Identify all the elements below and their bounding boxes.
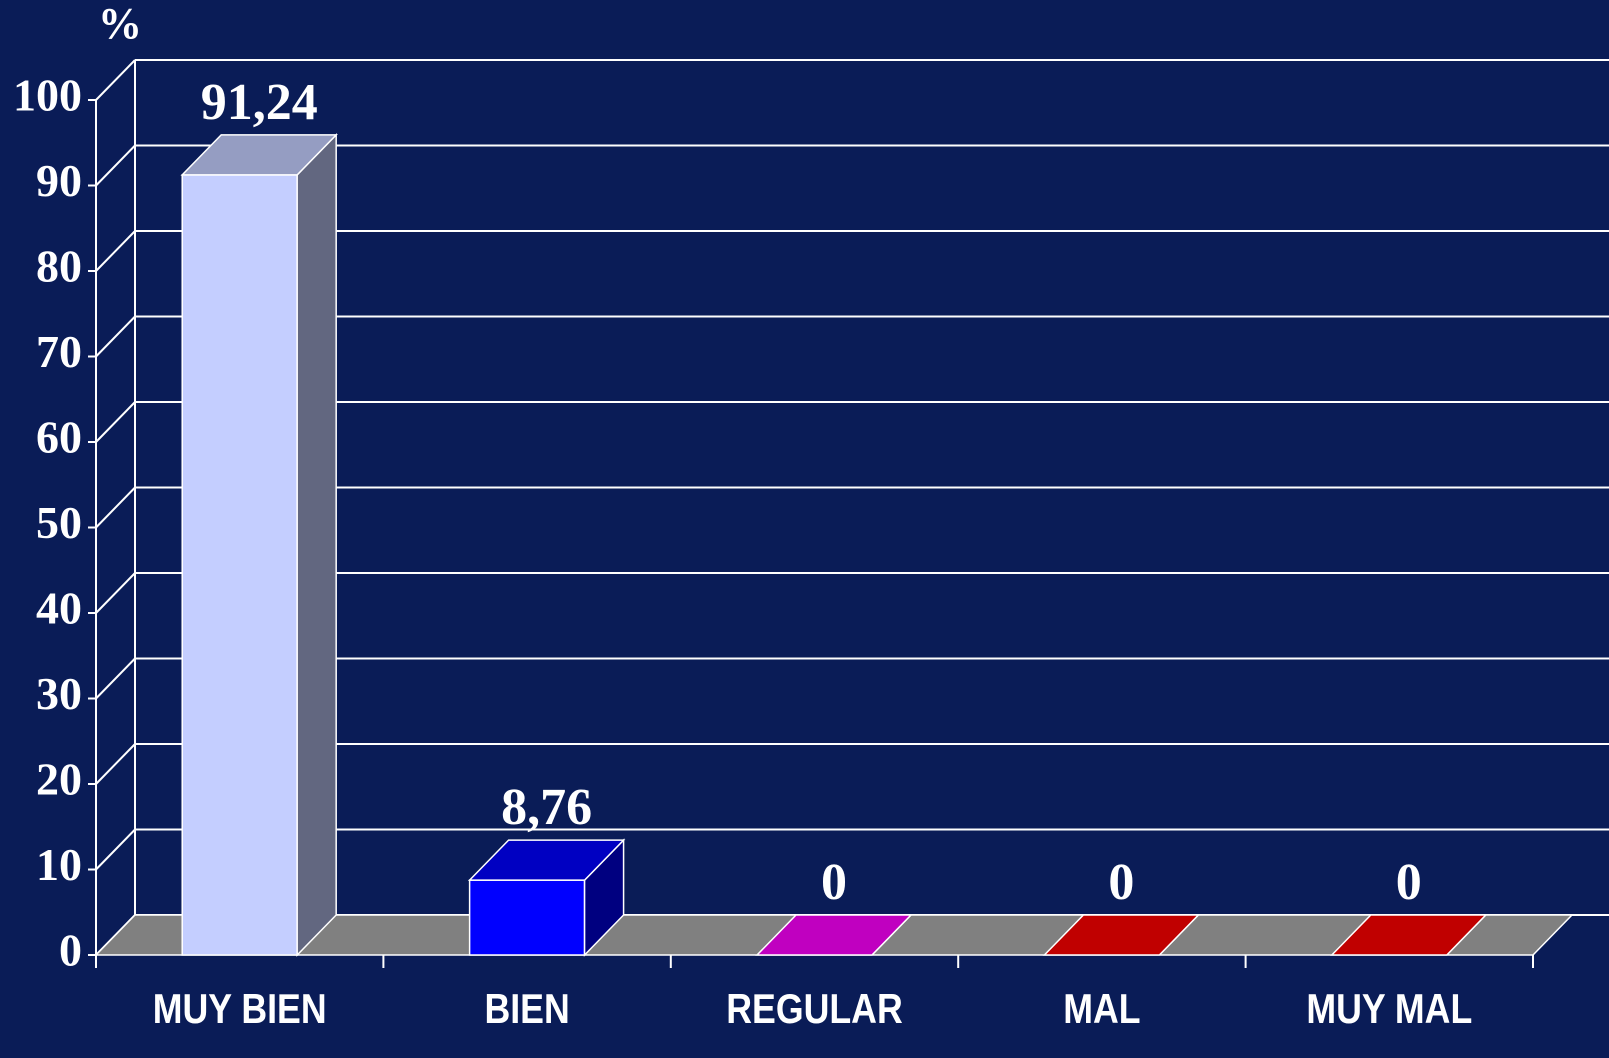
y-tick-label: 20	[36, 754, 82, 805]
value-label: 0	[821, 854, 847, 911]
value-label: 0	[1396, 854, 1422, 911]
value-label: 0	[1108, 854, 1134, 911]
bar-top	[755, 914, 913, 956]
bar-top	[467, 839, 626, 881]
y-tick-label: 10	[36, 839, 82, 890]
bar-front	[468, 879, 586, 956]
y-tick-label: 70	[36, 326, 82, 377]
left-wall-grid	[95, 401, 136, 443]
bar-top	[1042, 914, 1201, 956]
bar-front	[181, 174, 298, 956]
y-tick-label: 0	[59, 925, 82, 976]
value-label: 8,76	[501, 779, 592, 836]
y-tick-label: 40	[36, 583, 82, 634]
x-tick-label: MUY BIEN	[153, 986, 327, 1032]
value-label: 91,24	[201, 74, 318, 131]
y-tick-label: 50	[36, 497, 82, 548]
y-tick-label: 60	[36, 412, 82, 463]
x-tick-label: REGULAR	[726, 986, 902, 1032]
left-wall-grid	[95, 572, 136, 614]
y-tick-label: 80	[36, 241, 82, 292]
y-tick-label: 90	[36, 155, 82, 206]
y-axis-label: %	[98, 0, 142, 48]
left-wall-grid	[95, 315, 136, 358]
x-tick-label: MUY MAL	[1306, 986, 1472, 1032]
x-tick-label: MAL	[1063, 986, 1140, 1032]
bar-top	[1330, 914, 1488, 956]
left-wall-grid	[95, 743, 136, 785]
left-wall-grid	[95, 828, 136, 871]
x-tick-label: BIEN	[484, 986, 569, 1032]
y-tick-label: 30	[36, 668, 82, 719]
left-wall-grid	[95, 486, 136, 529]
bar-top	[180, 134, 338, 176]
left-wall-grid	[95, 59, 136, 101]
y-tick-label: 100	[13, 70, 82, 121]
bar-side	[296, 133, 337, 957]
left-wall-grid	[95, 657, 136, 700]
left-wall-grid	[95, 230, 136, 272]
left-wall-grid	[95, 144, 136, 187]
